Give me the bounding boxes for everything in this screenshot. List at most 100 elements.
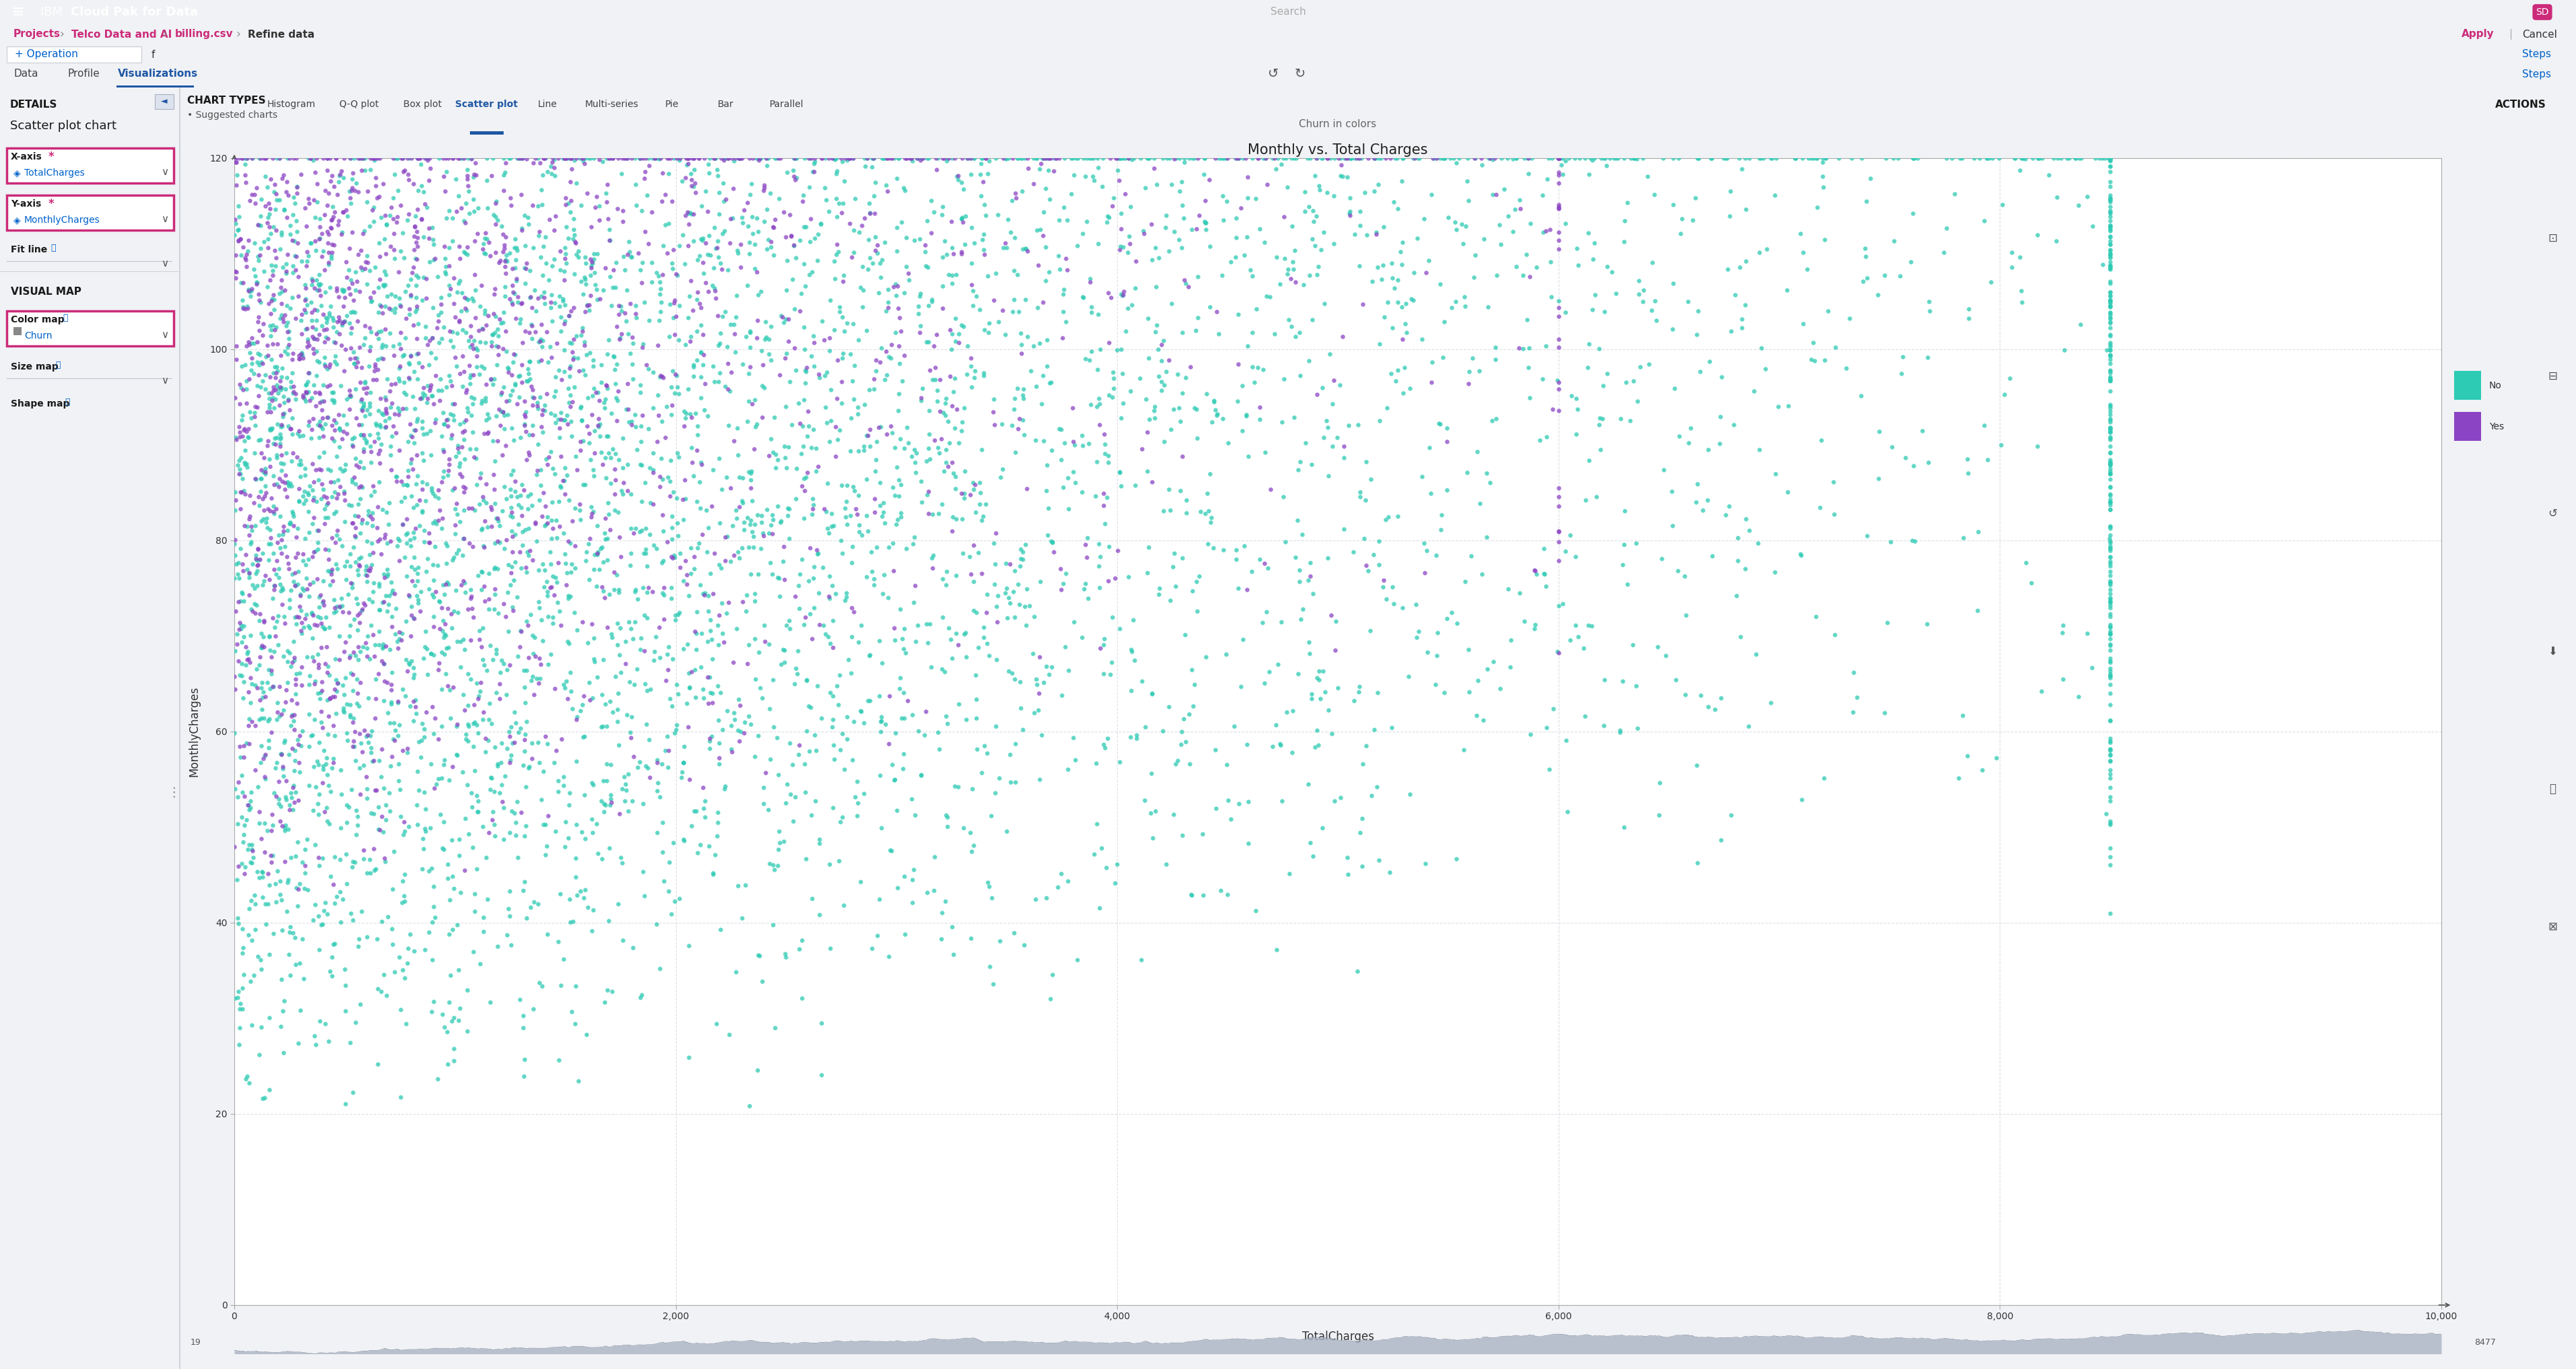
Point [240, 467, 281, 489]
Point [273, 575, 314, 597]
Point [425, 643, 466, 665]
Point [492, 597, 533, 619]
Point [536, 591, 577, 613]
Point [389, 413, 430, 435]
Point [783, 148, 824, 170]
Point [554, 208, 595, 230]
Point [2089, 622, 2130, 643]
Point [1128, 308, 1170, 330]
Point [739, 678, 781, 700]
Point [397, 296, 438, 318]
Point [1273, 251, 1314, 272]
Point [827, 586, 868, 608]
Point [1579, 148, 1620, 170]
Point [435, 281, 477, 303]
Point [438, 413, 479, 435]
Point [605, 653, 647, 675]
Point [811, 502, 853, 524]
Point [631, 493, 672, 515]
Point [242, 634, 283, 656]
Point [361, 296, 402, 318]
Point [523, 264, 564, 286]
Point [994, 289, 1036, 311]
Point [304, 1013, 345, 1035]
Point [616, 174, 657, 196]
Point [386, 474, 428, 496]
Point [871, 334, 912, 356]
Point [263, 515, 304, 537]
Point [294, 298, 335, 320]
Point [1069, 349, 1110, 371]
Point [327, 583, 368, 605]
Point [1185, 189, 1226, 211]
Point [479, 674, 520, 695]
Point [227, 794, 268, 816]
Point [1780, 545, 1821, 567]
Point [438, 185, 479, 207]
Point [337, 560, 379, 582]
Point [330, 301, 371, 323]
Point [1157, 750, 1198, 772]
Point [1788, 148, 1829, 170]
Point [1543, 148, 1584, 170]
Point [240, 467, 281, 489]
Text: Cloud Pak for Data: Cloud Pak for Data [70, 5, 198, 18]
Point [788, 741, 829, 763]
Point [337, 683, 379, 705]
Point [1435, 219, 1476, 241]
Point [585, 794, 626, 816]
Point [366, 565, 407, 587]
Point [363, 274, 404, 296]
Point [724, 721, 765, 743]
Point [482, 401, 523, 423]
Point [989, 220, 1030, 242]
Point [719, 148, 760, 170]
Point [1149, 478, 1190, 500]
Point [214, 665, 255, 687]
Point [252, 433, 294, 455]
Point [240, 709, 281, 731]
Point [492, 344, 533, 366]
Point [505, 148, 546, 170]
Point [376, 211, 417, 233]
Point [922, 275, 963, 297]
Point [1708, 494, 1749, 516]
Point [461, 238, 502, 260]
Point [237, 364, 278, 386]
Point [2089, 294, 2130, 316]
Point [613, 628, 654, 650]
Point [1579, 438, 1620, 460]
Point [1373, 576, 1414, 598]
Point [240, 678, 281, 700]
Point [368, 513, 410, 535]
Point [507, 214, 549, 235]
Point [1546, 301, 1587, 323]
Point [252, 148, 294, 170]
Point [1370, 252, 1412, 274]
Point [1631, 300, 1672, 322]
Point [706, 148, 747, 170]
Point [402, 858, 443, 880]
Point [997, 418, 1038, 439]
Point [762, 652, 804, 674]
Point [966, 204, 1007, 226]
Point [1620, 356, 1662, 378]
Point [595, 468, 636, 490]
Point [399, 387, 440, 409]
Point [1100, 617, 1141, 639]
Point [464, 387, 505, 409]
Point [461, 519, 502, 541]
Point [1340, 486, 1381, 508]
Point [358, 977, 399, 999]
Point [520, 505, 562, 527]
Point [224, 249, 265, 271]
Point [265, 546, 307, 568]
Point [744, 615, 786, 637]
Point [332, 576, 374, 598]
Point [335, 526, 376, 548]
Point [956, 285, 997, 307]
Point [337, 805, 379, 827]
Point [1566, 489, 1607, 511]
Point [675, 658, 716, 680]
Point [541, 975, 582, 997]
